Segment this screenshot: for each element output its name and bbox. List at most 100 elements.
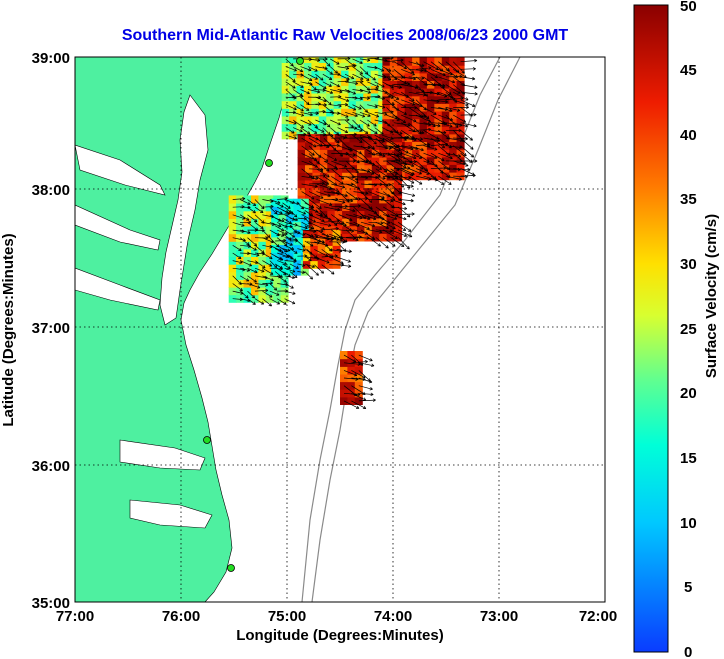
velocity-vector: [460, 122, 477, 128]
velocity-vector: [430, 152, 445, 162]
heat-cell: [243, 210, 252, 219]
heat-cell: [251, 248, 259, 257]
heat-cell: [357, 141, 365, 150]
velocity-vector: [460, 76, 476, 81]
velocity-vector: [430, 175, 445, 185]
heat-cell: [342, 218, 351, 227]
heat-cell: [364, 225, 373, 234]
heat-cell: [412, 95, 421, 104]
heat-cell: [236, 210, 245, 219]
velocity-vector: [232, 252, 242, 260]
velocity-vector: [401, 99, 416, 106]
velocity-vector: [438, 160, 451, 171]
velocity-vector: [292, 111, 305, 117]
velocity-vector: [453, 122, 468, 128]
heat-cell: [305, 164, 313, 173]
velocity-vector: [353, 221, 370, 230]
velocity-vector: [397, 168, 414, 177]
velocity-vector: [401, 168, 415, 176]
heat-cell: [318, 108, 327, 117]
heat-cell: [419, 126, 428, 135]
velocity-vector: [445, 84, 461, 94]
velocity-vector: [397, 160, 415, 168]
velocity-vector: [269, 206, 278, 215]
velocity-vector: [275, 232, 285, 237]
y-axis-label: Latitude (Degrees:Minutes): [0, 233, 17, 426]
heat-cell: [382, 65, 391, 74]
heat-cell: [419, 156, 428, 165]
heat-cell: [371, 225, 380, 234]
heat-cell: [297, 141, 306, 150]
velocity-vector: [408, 175, 423, 185]
heat-cell: [296, 77, 305, 86]
velocity-vector: [367, 73, 376, 81]
heat-cell: [348, 108, 357, 117]
heat-cell: [341, 77, 350, 86]
velocity-vector: [423, 145, 438, 151]
velocity-vector: [314, 264, 325, 274]
velocity-vector: [297, 202, 305, 210]
velocity-vector: [398, 198, 414, 203]
velocity-vector: [438, 122, 453, 128]
heat-cell: [281, 108, 290, 117]
velocity-vector: [453, 91, 469, 101]
velocity-vector: [297, 210, 306, 215]
velocity-vector: [360, 221, 376, 228]
velocity-vector: [408, 68, 424, 73]
heat-cell: [265, 241, 274, 250]
velocity-vector: [375, 145, 392, 150]
velocity-vector: [368, 221, 384, 225]
velocity-vector: [338, 198, 354, 203]
colorbar-tick-label: 30: [680, 256, 697, 273]
velocity-vector: [423, 68, 439, 79]
velocity-vector: [239, 275, 250, 282]
velocity-vector: [323, 219, 340, 223]
heat-cell: [371, 141, 380, 150]
heat-cell: [404, 57, 413, 66]
heat-cell: [412, 80, 421, 89]
velocity-vector: [382, 237, 396, 247]
velocity-vector: [397, 206, 411, 218]
velocity-vector: [337, 73, 350, 81]
velocity-vector: [247, 206, 256, 214]
velocity-vector: [416, 127, 432, 132]
velocity-vector: [408, 61, 425, 67]
velocity-vector: [285, 104, 297, 111]
velocity-vector: [460, 137, 474, 150]
velocity-vector: [445, 152, 462, 158]
velocity-vector: [359, 81, 371, 91]
velocity-vector: [307, 119, 318, 129]
velocity-vector: [336, 241, 347, 252]
velocity-vector: [352, 111, 366, 118]
velocity-vector: [415, 152, 430, 163]
velocity-vector: [353, 196, 368, 201]
heat-cell: [378, 85, 387, 94]
velocity-vector: [423, 152, 438, 160]
heat-cell: [449, 57, 458, 66]
velocity-vector: [301, 191, 315, 200]
velocity-vector: [374, 111, 388, 116]
y-tick-label: 37:00: [32, 320, 70, 337]
radar-site-marker: [265, 159, 273, 167]
heat-cell: [441, 65, 450, 74]
velocity-vector: [247, 244, 257, 251]
heat-cell: [371, 218, 380, 227]
velocity-vector: [254, 245, 265, 254]
heat-cell: [426, 65, 435, 74]
velocity-vector: [358, 392, 374, 397]
velocity-vector: [329, 134, 340, 144]
velocity-vector: [397, 237, 410, 250]
heat-cell: [449, 133, 458, 142]
heat-cell: [228, 248, 237, 257]
heat-cell: [285, 198, 294, 207]
colorbar-label: Surface Velocity (cm/s): [703, 214, 720, 378]
velocity-vector: [367, 127, 378, 135]
velocity-vector: [285, 81, 296, 89]
velocity-vector: [269, 199, 281, 205]
velocity-vector: [297, 248, 306, 252]
heat-cell: [397, 95, 406, 104]
heat-cell: [370, 57, 379, 63]
velocity-vector: [408, 76, 425, 80]
velocity-vector: [323, 206, 341, 212]
